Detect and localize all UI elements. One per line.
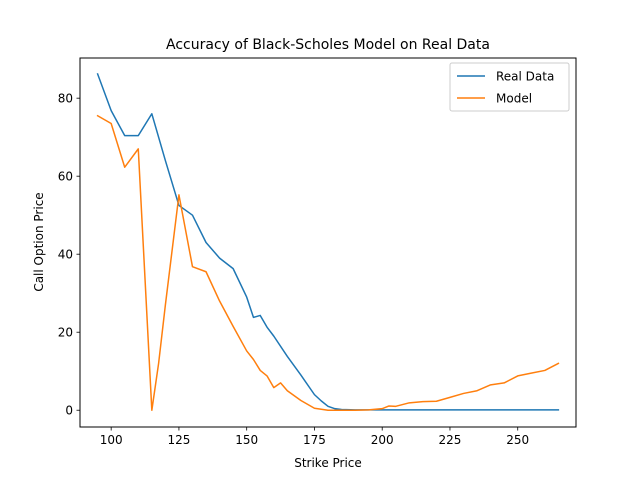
y-axis: 0 20 40 60 80: [58, 91, 80, 418]
series-line-0: [96, 73, 560, 411]
x-tick-label: 100: [100, 433, 123, 447]
legend: Real Data Model: [449, 62, 570, 112]
x-axis: 100 125 150 175 200 225 250: [100, 427, 529, 447]
x-tick-label: 200: [371, 433, 394, 447]
y-axis-label: Call Option Price: [32, 192, 46, 291]
x-tick-label: 250: [506, 433, 529, 447]
plot-area: [96, 73, 560, 411]
y-tick-label: 20: [58, 326, 73, 340]
legend-label-0: Real Data: [496, 69, 554, 83]
x-tick-label: 150: [235, 433, 258, 447]
axes-frame: [79, 57, 577, 428]
x-tick-label: 225: [439, 433, 462, 447]
y-tick-label: 60: [58, 169, 73, 183]
legend-label-1: Model: [496, 91, 532, 105]
y-tick-label: 0: [65, 404, 73, 418]
series-line-1: [96, 114, 560, 411]
x-tick-label: 125: [167, 433, 190, 447]
x-tick-label: 175: [303, 433, 326, 447]
chart-title: Accuracy of Black-Scholes Model on Real …: [166, 37, 490, 53]
y-tick-label: 40: [58, 248, 73, 262]
y-tick-label: 80: [58, 91, 73, 105]
legend-box: [449, 62, 570, 112]
x-axis-label: Strike Price: [294, 456, 362, 470]
